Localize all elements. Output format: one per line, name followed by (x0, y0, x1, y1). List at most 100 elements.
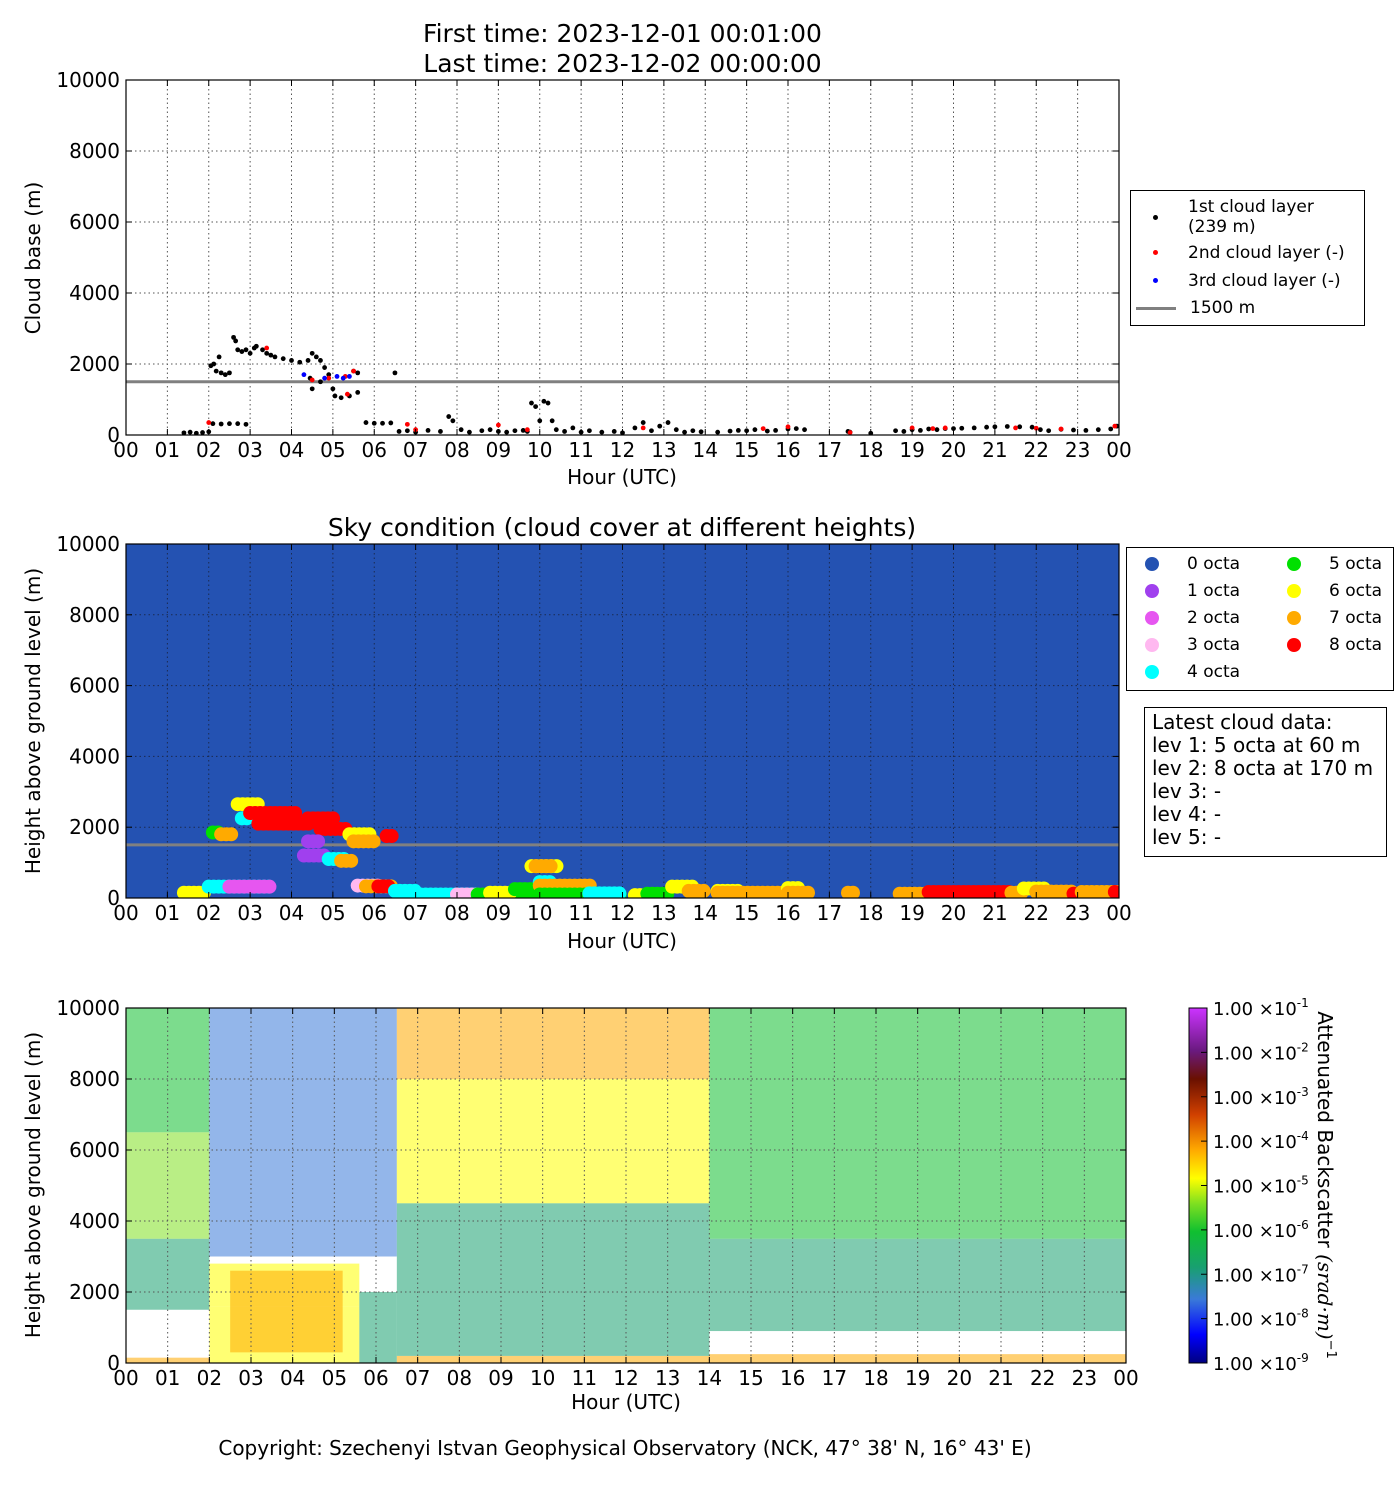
layer1-point (332, 393, 338, 399)
layer1-point (297, 359, 303, 365)
latest-cloud-data-title: Latest cloud data: (1152, 710, 1333, 734)
layer1-point (253, 343, 259, 349)
backscatter-region (396, 1079, 710, 1204)
x-tick-label: 14 (693, 438, 718, 462)
latest-lev1: lev 1: 5 octa at 60 m (1152, 733, 1361, 757)
cloud-base-marks (126, 334, 1119, 435)
y-tick-label: 2000 (69, 1280, 120, 1304)
layer1-point (562, 429, 567, 434)
colorbar-ticks: 1.00 ×10-1 1.00 ×10-2 1.00 ×10-3 1.00 ×10-4… (1201, 996, 1309, 1375)
backscatter-region (230, 1270, 343, 1353)
layer2-point (930, 426, 936, 432)
backscatter-region (359, 1292, 397, 1363)
sky-condition-ticks: 00 01 02 03 04 05 06 07 08 09 10 11 12 13 14 15 16 17 18 19… (56, 532, 1131, 925)
layer3-point (334, 374, 340, 379)
cloud-base-grid (126, 80, 1119, 435)
sky-condition-panel: Sky condition (cloud cover at different … (21, 513, 1132, 953)
legend-ref-line: 1500 m (1136, 298, 1255, 318)
octa-legend: 0 octa 1 octa 2 octa 3 octa 4 octa 5 octa 6 oc… (1126, 547, 1394, 691)
octa-legend-marker (1145, 584, 1159, 598)
layer1-point (243, 347, 249, 353)
x-tick-label: 12 (613, 1366, 638, 1390)
layer1-point (764, 428, 770, 434)
colorbar-tick-label: 1.00 ×10-4 (1213, 1129, 1309, 1153)
layer2-point (404, 421, 410, 427)
layer2-point (942, 425, 948, 431)
layer2-point (495, 422, 501, 428)
layer1-point (570, 425, 576, 431)
y-tick-label: 6000 (69, 210, 120, 234)
y-tick-label: 10000 (56, 532, 120, 556)
layer1-point (309, 386, 315, 392)
layer1-point (388, 420, 394, 426)
octa-legend-item-5: 5 octa (1287, 554, 1382, 574)
layer1-point (537, 418, 543, 424)
layer1-point (512, 428, 518, 434)
legend-ref-line-label: 1500 m (1190, 298, 1256, 318)
x-tick-label: 19 (899, 438, 924, 462)
layer1-point (690, 428, 696, 434)
layer1-point (187, 429, 193, 435)
octa-legend-marker (1287, 557, 1301, 571)
layer1-point (264, 350, 270, 356)
layer1-point (1071, 427, 1076, 433)
layer1-point (773, 427, 778, 433)
y-tick-label: 8000 (69, 139, 120, 163)
y-tick-label: 6000 (69, 674, 120, 698)
cloud-base-ticks: 00 01 02 03 04 05 06 07 08 09 10 11 12 13 14 15 16 17 18 19… (56, 68, 1131, 462)
octa-7-point (366, 834, 381, 849)
y-tick-label: 10000 (56, 996, 120, 1020)
layer1-point (355, 370, 361, 376)
sky-condition-title: Sky condition (cloud cover at different … (328, 513, 916, 542)
x-tick-label: 14 (693, 901, 718, 925)
octa-legend-item-7: 7 octa (1287, 608, 1382, 628)
latest-lev2: lev 2: 8 octa at 170 m (1152, 756, 1374, 780)
colorbar-tick-label: 1.00 ×10-2 (1213, 1040, 1309, 1064)
x-tick-label: 19 (905, 1366, 930, 1390)
x-tick-label: 09 (486, 438, 511, 462)
backscatter-panel: 00 01 02 03 04 05 06 07 08 09 10 11 12 13 14 15 16 17 18 19… (21, 996, 1338, 1414)
layer1-point (213, 368, 219, 374)
y-tick-label: 0 (107, 423, 120, 447)
layer1-point (520, 427, 526, 433)
layer2-point (326, 375, 332, 381)
layer1-point (227, 421, 232, 427)
layer1-point (450, 418, 456, 424)
x-tick-label: 00 (1113, 1366, 1138, 1390)
x-tick-label: 02 (196, 901, 221, 925)
layer1-point (404, 428, 410, 434)
octa-legend-marker (1287, 584, 1301, 598)
x-tick-label: 00 (1106, 901, 1131, 925)
y-tick-label: 6000 (69, 1138, 120, 1162)
layer1-point (392, 370, 398, 376)
layer1-point (210, 421, 216, 427)
x-tick-label: 05 (320, 438, 345, 462)
x-tick-label: 02 (196, 438, 221, 462)
layer2-point (1058, 426, 1064, 432)
backscatter-region (396, 1203, 710, 1356)
cloud-base-legend: 1st cloud layer (239 m) 2nd cloud layer … (1130, 190, 1365, 326)
octa-legend-label: 7 octa (1329, 608, 1383, 628)
layer1-point (984, 424, 989, 430)
colorbar-tick-label: 1.00 ×10-6 (1213, 1218, 1309, 1242)
colorbar-tick-label: 1.00 ×10-8 (1213, 1307, 1309, 1331)
layer1-point (632, 425, 638, 431)
backscatter-region (709, 1238, 1126, 1332)
y-tick-label: 0 (107, 1351, 120, 1375)
x-tick-label: 20 (941, 438, 966, 462)
x-tick-label: 14 (697, 1366, 722, 1390)
x-tick-label: 17 (817, 901, 842, 925)
octa-legend-label: 5 octa (1329, 554, 1383, 574)
x-tick-label: 23 (1072, 1366, 1097, 1390)
layer1-point (698, 429, 704, 435)
layer1-point (438, 429, 443, 434)
layer1-point (355, 390, 361, 395)
x-tick-label: 13 (655, 1366, 680, 1390)
octa-legend-label: 8 octa (1329, 635, 1383, 655)
layer2-point (206, 420, 212, 425)
layer1-point (479, 428, 485, 434)
layer1-point (318, 379, 323, 385)
x-tick-label: 21 (982, 901, 1007, 925)
layer1-point (322, 365, 327, 370)
layer1-point (227, 370, 232, 376)
